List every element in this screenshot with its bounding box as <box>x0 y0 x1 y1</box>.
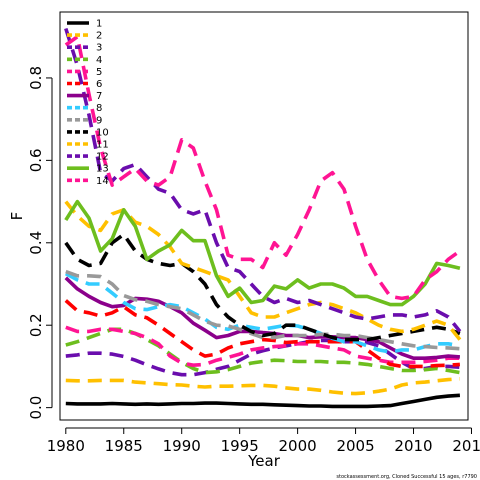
plot-frame <box>59 11 469 421</box>
x-tick-label: 1990 <box>163 437 201 455</box>
x-axis-title: Year <box>247 452 281 470</box>
series-line-12 <box>64 27 462 333</box>
series-line-14 <box>64 34 461 301</box>
legend-label-5: 5 <box>96 67 102 78</box>
legend-label-4: 4 <box>96 55 102 66</box>
series-line-5 <box>65 325 460 367</box>
x-tick-label: 1985 <box>105 437 143 455</box>
y-tick-label: 0.4 <box>27 231 45 255</box>
legend-label-10: 10 <box>96 127 109 138</box>
x-tick-label: 2015 <box>452 437 480 455</box>
series-line-7 <box>64 276 461 360</box>
series-line-3 <box>65 338 461 377</box>
series-line-8 <box>64 272 461 354</box>
series-lines <box>64 27 462 409</box>
legend-label-11: 11 <box>96 140 109 151</box>
legend-label-12: 12 <box>96 152 109 163</box>
series-line-1 <box>65 393 461 409</box>
legend-label-9: 9 <box>96 115 102 126</box>
y-tick-label: 0.6 <box>27 148 45 172</box>
y-axis: 0.0 0.2 0.4 0.6 0.8 <box>27 66 53 420</box>
y-tick-label: 0.8 <box>27 66 45 90</box>
credit-text: stockassessment.org, Cloned Successful 1… <box>336 474 477 480</box>
series-line-13 <box>64 199 461 307</box>
y-tick-label: 0.2 <box>27 313 45 337</box>
legend-label-3: 3 <box>96 43 102 54</box>
x-axis: 1980 1985 1990 1995 2000 2005 2010 2015 <box>47 427 480 455</box>
x-tick-label: 1995 <box>221 437 259 455</box>
series-line-2 <box>65 377 461 396</box>
legend-label-8: 8 <box>96 103 102 114</box>
legend-label-6: 6 <box>96 79 102 90</box>
legend-label-13: 13 <box>96 164 109 175</box>
legend-label-14: 14 <box>96 176 109 187</box>
legend-label-2: 2 <box>96 31 102 42</box>
legend-label-1: 1 <box>96 19 102 30</box>
x-tick-label: 1980 <box>47 437 85 455</box>
x-tick-label: 2010 <box>394 437 432 455</box>
x-tick-label: 2005 <box>336 437 374 455</box>
series-line-6 <box>64 299 461 369</box>
y-axis-title: F <box>8 212 26 221</box>
legend-label-7: 7 <box>96 91 102 102</box>
x-tick-label: 2000 <box>279 437 317 455</box>
series-line-11 <box>64 200 462 341</box>
series-line-10 <box>64 232 461 342</box>
y-tick-label: 0.0 <box>27 396 45 420</box>
series-line-9 <box>65 269 461 351</box>
